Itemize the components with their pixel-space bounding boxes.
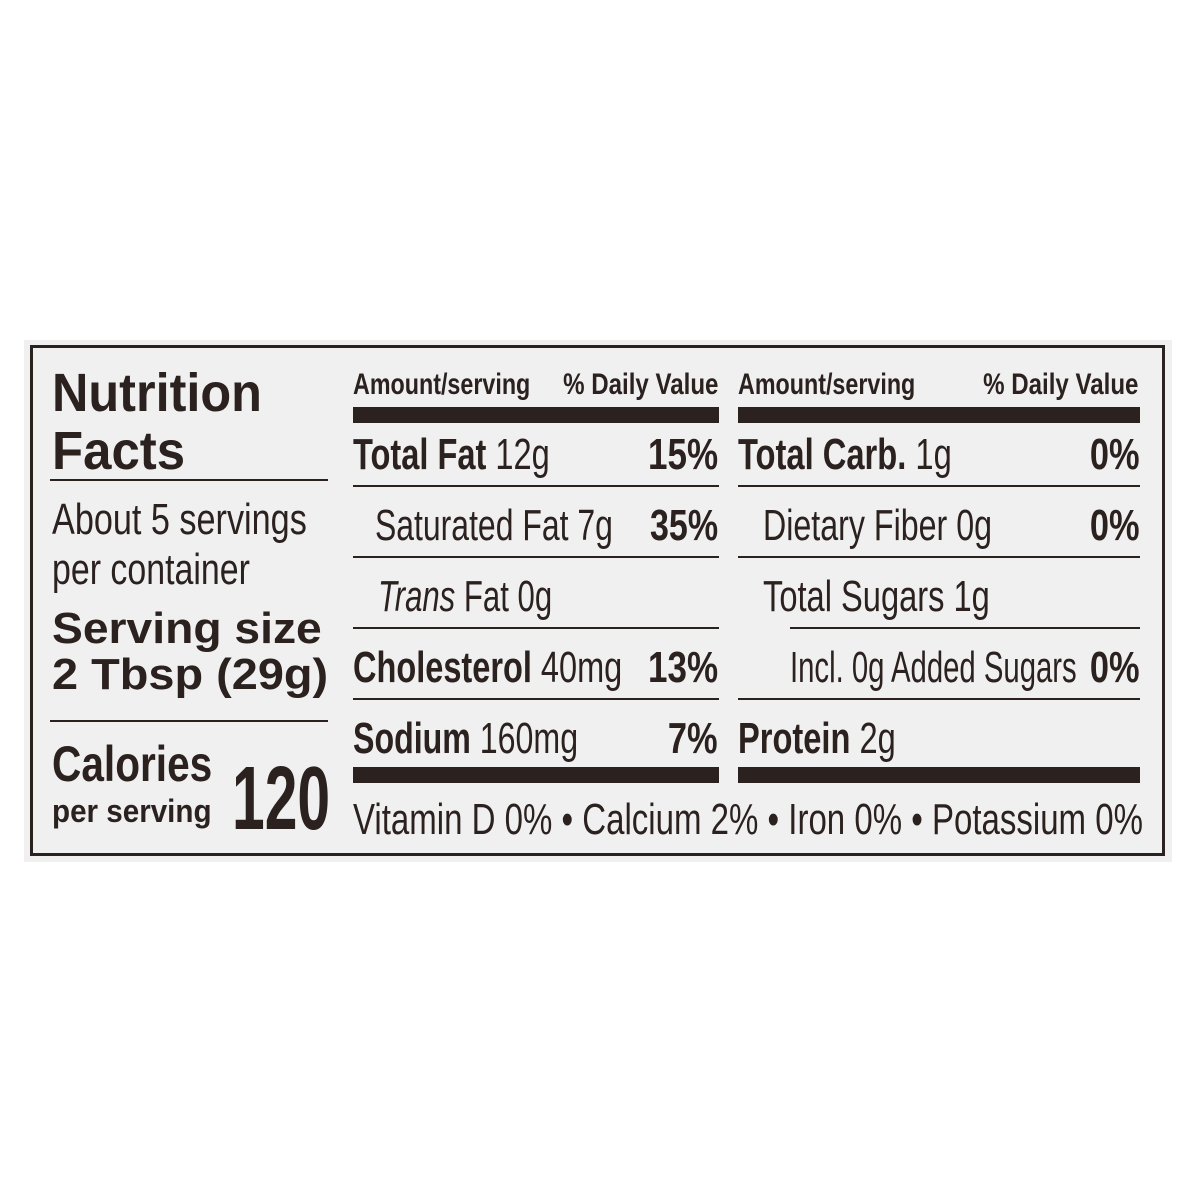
- calories-sublabel: per serving: [52, 793, 212, 829]
- nutrient-amount: 160mg: [479, 714, 579, 763]
- nutrient-amount: 40mg: [540, 643, 623, 692]
- row-dietary-fiber: Dietary Fiber 0g: [763, 504, 992, 548]
- nutrition-label-border: [30, 345, 1165, 856]
- dv-sodium: 7%: [668, 714, 718, 763]
- header-daily-value-right: % Daily Value: [982, 368, 1138, 401]
- thick-bar: [738, 767, 1140, 783]
- nutrient-amount: 2g: [859, 714, 896, 763]
- servings-per-container-line1: About 5 servings: [52, 495, 307, 544]
- divider: [353, 627, 719, 629]
- thick-bar: [738, 407, 1140, 423]
- thick-bar: [353, 767, 719, 783]
- row-protein: Protein 2g: [738, 717, 896, 761]
- dv-total-carb: 0%: [1090, 430, 1140, 479]
- header-daily-value: % Daily Value: [562, 368, 718, 401]
- nutrient-amount: 0g: [956, 501, 993, 550]
- nutrient-amount: 1g: [953, 572, 990, 621]
- divider: [353, 698, 719, 700]
- divider: [353, 556, 719, 558]
- dv-dietary-fiber: 0%: [1090, 501, 1140, 550]
- serving-size-label: Serving size: [52, 604, 322, 653]
- nutrient-name: Dietary Fiber: [763, 501, 948, 550]
- divider: [353, 485, 719, 487]
- dv-total-fat: 15%: [647, 430, 718, 479]
- divider: [738, 485, 1140, 487]
- divider: [50, 720, 328, 722]
- header-amount: Amount/serving: [353, 368, 531, 401]
- nutrient-name: Cholesterol: [353, 643, 532, 692]
- nutrient-amount: 0g: [517, 572, 553, 621]
- row-cholesterol: Cholesterol 40mg: [353, 646, 622, 690]
- row-total-fat: Total Fat 12g: [353, 433, 550, 477]
- nutrient-name: Fat: [463, 572, 509, 621]
- dv-cholesterol: 13%: [647, 643, 718, 692]
- dv-saturated-fat: 35%: [649, 501, 718, 550]
- header-amount-right: Amount/serving: [738, 368, 916, 401]
- row-total-carb: Total Carb. 1g: [738, 433, 952, 477]
- nutrient-name: Total Carb.: [738, 430, 907, 479]
- dv-added-sugars: 0%: [1090, 643, 1140, 692]
- vitamins-minerals-footer: Vitamin D 0% • Calcium 2% • Iron 0% • Po…: [353, 795, 1143, 844]
- nutrient-amount: 1g: [915, 430, 952, 479]
- nutrient-name: Total Sugars: [763, 572, 945, 621]
- nutrient-amount: 12g: [495, 430, 550, 479]
- row-trans-fat: Trans Fat 0g: [378, 575, 552, 619]
- nutrient-name: Saturated Fat: [375, 501, 569, 550]
- divider: [790, 627, 1140, 629]
- title-nutrition: Nutrition: [52, 363, 262, 423]
- nutrient-name: Total Fat: [353, 430, 487, 479]
- nutrient-name: Protein: [738, 714, 851, 763]
- row-total-sugars: Total Sugars 1g: [763, 575, 990, 619]
- calories-label: Calories: [52, 736, 213, 792]
- row-sodium: Sodium 160mg: [353, 717, 578, 761]
- serving-size-value: 2 Tbsp (29g): [52, 650, 329, 699]
- nutrient-name-italic: Trans: [378, 572, 456, 621]
- nutrient-amount: 7g: [577, 501, 613, 550]
- divider: [738, 698, 1140, 700]
- calories-value: 120: [232, 749, 331, 849]
- nutrient-name: Sodium: [353, 714, 471, 763]
- servings-per-container-line2: per container: [52, 545, 250, 594]
- thick-bar: [353, 407, 719, 423]
- title-facts: Facts: [52, 421, 186, 481]
- row-saturated-fat: Saturated Fat 7g: [375, 504, 613, 548]
- divider: [738, 556, 1140, 558]
- row-added-sugars: Incl. 0g Added Sugars: [790, 643, 1077, 692]
- divider: [50, 479, 328, 481]
